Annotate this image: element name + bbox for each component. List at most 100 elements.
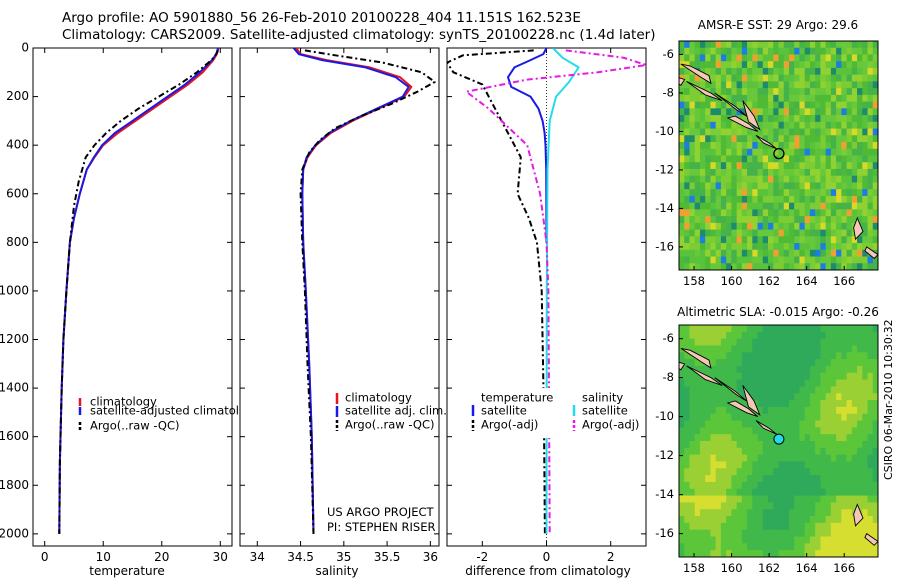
map-cell [809, 400, 816, 408]
map-cell [857, 550, 863, 557]
map-cell [699, 495, 706, 504]
map-cell [820, 522, 827, 531]
map-cell [867, 550, 874, 557]
map-cell [825, 128, 832, 136]
map-cell [762, 168, 769, 177]
map-cell [841, 67, 848, 76]
map-cell [836, 325, 842, 333]
map-cell [841, 338, 848, 347]
map-cell [836, 249, 842, 258]
map-cell [815, 413, 821, 422]
map-cell [788, 461, 795, 469]
map-cell [773, 406, 780, 415]
map-cell [836, 386, 842, 394]
map-cell [720, 325, 727, 333]
map-cell [689, 216, 696, 224]
map-cell [872, 195, 878, 204]
map-cell [747, 550, 753, 557]
map-cell [872, 447, 878, 456]
map-cell [846, 101, 853, 109]
map-cell [794, 101, 801, 109]
map-cell [788, 135, 795, 143]
map-cell [699, 543, 706, 551]
map-cell [867, 468, 874, 476]
map-cell [820, 502, 827, 510]
map-cell [778, 128, 785, 136]
map-cell [705, 67, 712, 76]
map-cell [757, 413, 764, 422]
map-cell [752, 148, 759, 157]
map-cell [768, 325, 774, 333]
map-cell [752, 135, 759, 143]
map-cell [684, 222, 691, 231]
map-cell [794, 128, 801, 136]
map-cell [846, 502, 853, 510]
map-cell [705, 121, 712, 130]
map-cell [804, 427, 811, 435]
map-cell [731, 67, 738, 76]
map-cell [726, 135, 732, 143]
map-cell [857, 47, 863, 56]
map-cell [825, 41, 832, 49]
map-cell [872, 386, 878, 394]
map-cell [794, 243, 801, 251]
map-cell [862, 400, 869, 408]
map-cell [747, 461, 753, 469]
map-cell [825, 509, 832, 517]
map-cell [867, 338, 874, 347]
map-cell [862, 379, 869, 388]
map-cell [830, 434, 837, 442]
map-cell [679, 182, 685, 190]
map-cell [788, 454, 795, 463]
map-cell [752, 461, 759, 469]
map-cell [820, 182, 827, 190]
map-cell [684, 108, 691, 116]
map-cell [705, 61, 712, 69]
map-y-tick-label: -8 [663, 370, 674, 384]
map-cell [867, 94, 874, 103]
map-cell [799, 229, 806, 237]
map-cell [851, 54, 858, 62]
map-cell [731, 481, 738, 490]
map-cell [752, 529, 759, 538]
map-cell [726, 108, 732, 116]
map-cell [809, 229, 816, 237]
map-cell [757, 331, 764, 340]
map-cell [720, 249, 727, 258]
map-cell [684, 263, 691, 270]
map-cell [857, 420, 863, 428]
map-cell [867, 135, 874, 143]
map-cell [741, 488, 748, 497]
map-cell [778, 420, 785, 428]
map-cell [788, 379, 795, 388]
map-cell [820, 47, 827, 56]
map-cell [846, 441, 853, 449]
map-cell [788, 54, 795, 62]
map-cell [830, 108, 837, 116]
map-x-tick-label: 162 [758, 561, 780, 575]
map-cell [804, 182, 811, 190]
map-cell [809, 352, 816, 360]
map-cell [715, 495, 722, 504]
map-cell [715, 236, 722, 244]
difference-series [447, 48, 646, 534]
map-cell [799, 67, 806, 76]
map-cell [757, 502, 764, 510]
map-cell [720, 195, 727, 204]
map-cell [815, 189, 821, 197]
map-cell [809, 88, 816, 96]
map-cell [788, 168, 795, 177]
y-tick-label: 2000 [0, 526, 29, 540]
map-cell [752, 229, 759, 237]
map-cell [830, 216, 837, 224]
map-cell [699, 41, 706, 49]
map-cell [851, 502, 858, 510]
map-cell [710, 502, 717, 510]
map-cell [768, 543, 774, 551]
map-cell [815, 216, 821, 224]
map-y-tick-label: -8 [663, 85, 674, 99]
map-cell [741, 88, 748, 96]
map-cell [694, 263, 701, 270]
map-cell [788, 475, 795, 483]
